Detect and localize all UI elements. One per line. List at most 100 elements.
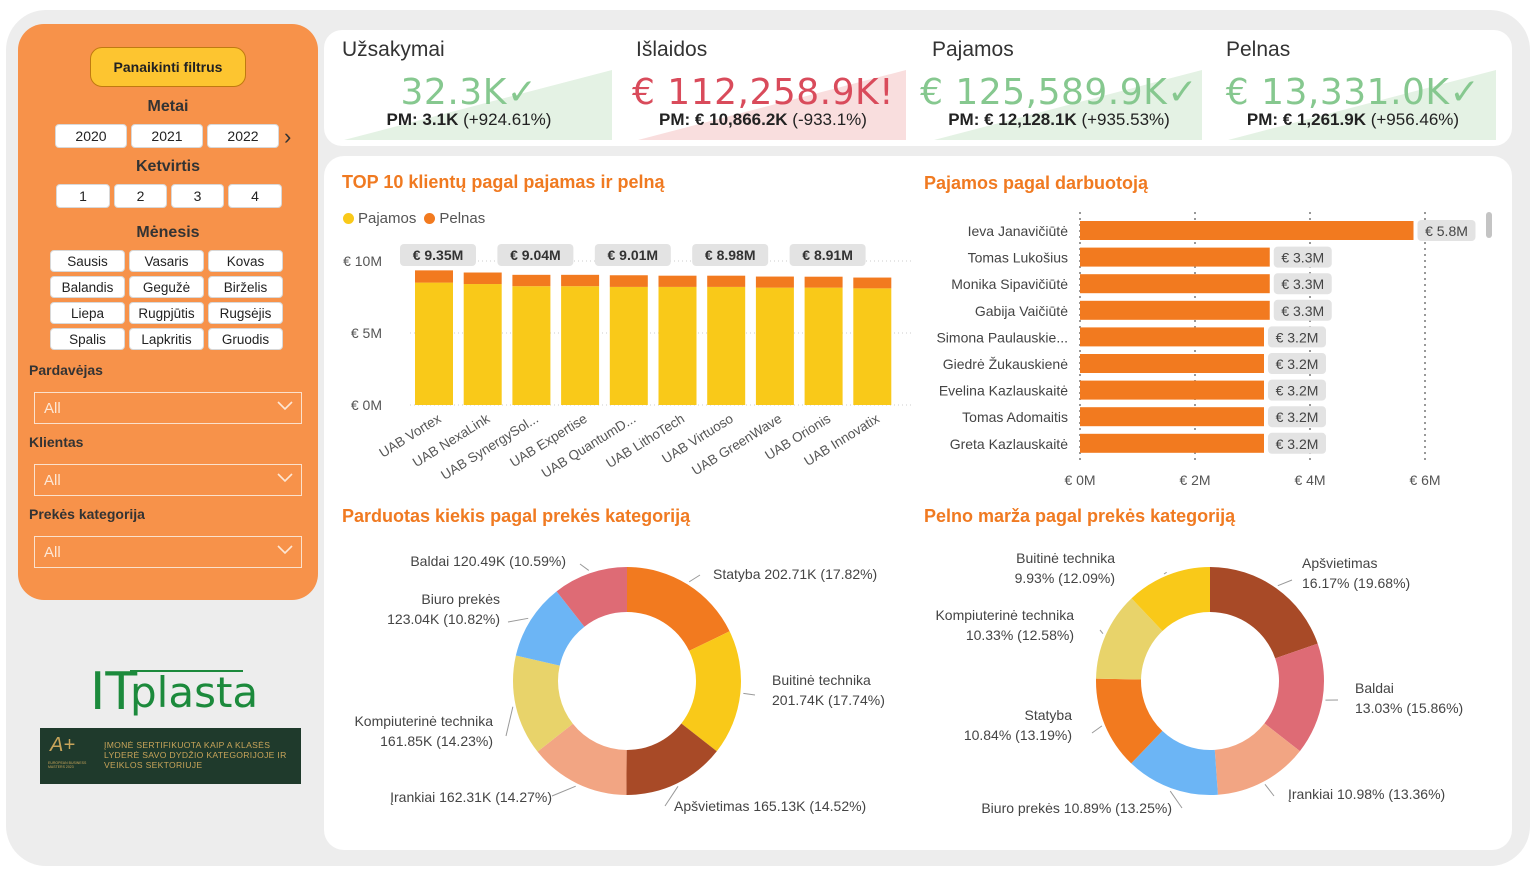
- client-dropdown[interactable]: All: [34, 464, 302, 496]
- y-tick-label: Giedrė Žukauskienė: [943, 356, 1069, 372]
- kpi-value: € 125,589.9K✓: [914, 72, 1204, 113]
- month-chip[interactable]: Gegužė: [129, 276, 204, 298]
- month-chip[interactable]: Rugsėjis: [208, 302, 283, 324]
- slice-label-name: Baldai: [1355, 680, 1394, 696]
- slice-label-value: 161.85K (14.23%): [380, 733, 493, 749]
- leader-line: [1264, 783, 1275, 797]
- data-label-bg: [1268, 406, 1326, 428]
- data-label: € 8.98M: [692, 244, 769, 266]
- quarter-chip-1[interactable]: 1: [56, 184, 110, 208]
- seller-dropdown[interactable]: All: [34, 392, 302, 424]
- bar: [1080, 407, 1264, 427]
- year-chip-2020[interactable]: 2020: [55, 124, 127, 148]
- kpi-pm-label: PM: € 1,261.9K: [1246, 110, 1366, 129]
- kpi-previous-month: PM: € 10,866.2K (-933.1%): [618, 110, 908, 130]
- kpi-status-icon: ✓: [1167, 72, 1198, 113]
- y-tick-label: € 10M: [343, 253, 382, 269]
- category-dropdown-value: All: [44, 543, 61, 561]
- slice-label-name: Statyba: [1025, 707, 1073, 723]
- kpi-pm-change: (-933.1%): [792, 110, 867, 129]
- donut-slice: [513, 655, 573, 752]
- top-clients-chart-title: TOP 10 klientų pagal pajamas ir pelną: [342, 172, 665, 192]
- donut-slice: [1131, 567, 1210, 631]
- leader-line: [664, 786, 679, 807]
- bar: [1080, 327, 1264, 347]
- kpi-value-text: 32.3K: [400, 72, 507, 113]
- bar-profit: [561, 274, 600, 287]
- chevron-down-icon: [277, 401, 293, 411]
- data-label: € 9.01M: [594, 244, 671, 266]
- qty-chart-title: Parduotas kiekis pagal prekės kategoriją: [342, 506, 691, 526]
- month-chip[interactable]: Birželis: [208, 276, 283, 298]
- kpi-panel: Užsakymai 32.3K✓ PM: 3.1K (+924.61%) Išl…: [324, 30, 1512, 146]
- bar-profit: [853, 277, 892, 289]
- slice-label-name: Apšvietimas: [1302, 555, 1377, 571]
- quarter-chip-4[interactable]: 4: [228, 184, 282, 208]
- employee-revenue-chart: € 0M € 2M € 4M € 6M Ieva Janavičiūtė € 5.8M To…: [936, 212, 1492, 488]
- slice-label-name: Biuro prekės: [421, 591, 500, 607]
- kpi-card-revenue: Pajamos € 125,589.9K✓ PM: € 12,128.1K (+…: [914, 30, 1204, 146]
- filter-panel: Panaikinti filtrus Metai 2020 2021 2022 …: [18, 24, 318, 600]
- donut-slice: [1096, 678, 1163, 764]
- margin-chart-title: Pelno marža pagal prekės kategoriją: [924, 506, 1236, 526]
- data-label-bg: [1273, 246, 1332, 268]
- month-chip[interactable]: Liepa: [50, 302, 125, 324]
- bar-revenue: [658, 286, 697, 405]
- year-chip-2022[interactable]: 2022: [207, 124, 279, 148]
- leader-line: [551, 785, 576, 797]
- year-chip-2021[interactable]: 2021: [131, 124, 203, 148]
- month-chip[interactable]: Sausis: [50, 250, 125, 272]
- bar-revenue: [853, 288, 892, 405]
- data-label: € 3.3M: [1281, 276, 1324, 292]
- month-chip[interactable]: Kovas: [208, 250, 283, 272]
- y-tick-label: € 5M: [351, 325, 382, 341]
- bar-profit: [755, 276, 794, 288]
- month-chip[interactable]: Balandis: [50, 276, 125, 298]
- y-tick-label: Tomas Adomaitis: [962, 409, 1068, 425]
- slice-label: Apšvietimas 165.13K (14.52%): [674, 798, 866, 814]
- kpi-value: 32.3K✓: [324, 72, 614, 113]
- donut-slice: [1131, 730, 1218, 795]
- data-label: € 3.2M: [1276, 383, 1319, 399]
- month-chip[interactable]: Lapkritis: [129, 328, 204, 350]
- chevron-right-icon[interactable]: ›: [284, 124, 292, 149]
- data-label: € 3.3M: [1281, 250, 1324, 266]
- y-tick-label: Tomas Lukošius: [968, 250, 1068, 266]
- leader-line: [1091, 725, 1103, 734]
- slice-label-value: 13.03% (15.86%): [1355, 700, 1463, 716]
- month-chip[interactable]: Spalis: [50, 328, 125, 350]
- chevron-down-icon: [277, 473, 293, 483]
- category-dropdown[interactable]: All: [34, 536, 302, 568]
- leader-line: [505, 706, 514, 737]
- donut-slice: [1210, 567, 1318, 659]
- x-tick-label: € 4M: [1294, 472, 1325, 488]
- month-chip[interactable]: Rugpjūtis: [129, 302, 204, 324]
- slice-label: Įrankiai 10.98% (13.36%): [1288, 786, 1445, 802]
- kpi-name: Išlaidos: [636, 38, 708, 61]
- kpi-card-expenses: Išlaidos € 112,258.9K! PM: € 10,866.2K (…: [618, 30, 908, 146]
- kpi-status-icon: ✓: [506, 72, 538, 113]
- qty-donut-chart: Statyba 202.71K (17.82%) Buitinė technika…: [354, 553, 885, 814]
- clear-filters-button[interactable]: Panaikinti filtrus: [90, 47, 246, 87]
- kpi-pm-label: PM: 3.1K: [386, 110, 459, 129]
- quarter-chip-3[interactable]: 3: [171, 184, 224, 208]
- slice-label-value: 201.74K (17.74%): [772, 692, 885, 708]
- data-label-bg: [594, 244, 671, 266]
- slice-label-name: Kompiuterinė technika: [354, 713, 493, 729]
- y-tick-label: Evelina Kazlauskaitė: [939, 383, 1068, 399]
- month-chip[interactable]: Gruodis: [208, 328, 283, 350]
- leader-line: [688, 574, 701, 583]
- data-label-bg: [692, 244, 769, 266]
- data-label-bg: [1268, 353, 1326, 374]
- quarter-chip-2[interactable]: 2: [114, 184, 167, 208]
- month-chip[interactable]: Vasaris: [129, 250, 204, 272]
- legend-revenue-label: Pajamos: [358, 210, 417, 227]
- kpi-value: € 13,331.0K✓: [1208, 72, 1498, 113]
- data-label: € 8.91M: [789, 244, 866, 266]
- kpi-value-text: € 125,589.9K: [920, 72, 1168, 113]
- leader-line: [579, 563, 590, 571]
- donut-slice: [556, 567, 627, 627]
- slice-label-name: Buitinė technika: [1016, 550, 1115, 566]
- data-label: € 3.2M: [1276, 356, 1319, 372]
